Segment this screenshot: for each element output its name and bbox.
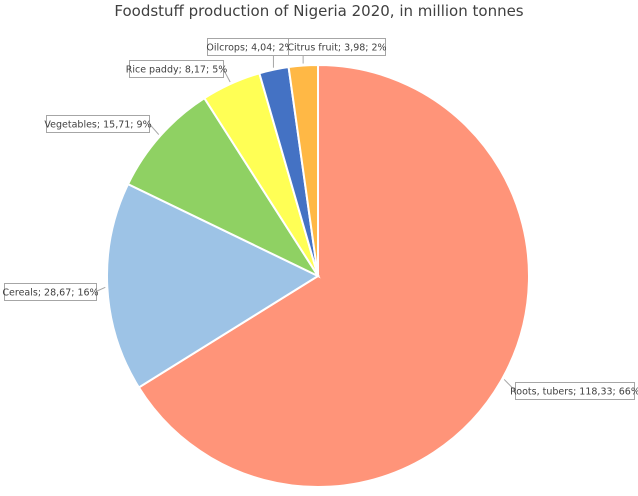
data-label: Oilcrops; 4,04; 2% — [206, 43, 293, 54]
leader-line — [95, 286, 106, 292]
chart-title: Foodstuff production of Nigeria 2020, in… — [114, 2, 523, 20]
data-label: Citrus fruit; 3,98; 2% — [287, 43, 386, 54]
data-label: Rice paddy; 8,17; 5% — [126, 65, 228, 76]
leader-line — [148, 123, 160, 135]
data-label-box — [288, 38, 386, 56]
pie-slice-citrus-fruit — [287, 63, 319, 277]
leader-line — [222, 68, 231, 83]
leader-line — [503, 379, 516, 391]
data-label-box — [515, 382, 635, 400]
data-label: Roots, tubers; 118,33; 66% — [510, 387, 638, 398]
data-label: Cereals; 28,67; 16% — [2, 288, 98, 299]
data-label-box — [46, 115, 150, 133]
data-label-box — [129, 60, 224, 78]
pie-slice-roots-tubers — [137, 63, 530, 488]
pie-slice-vegetables — [126, 96, 321, 279]
data-label: Vegetables; 15,71; 9% — [44, 120, 151, 131]
data-label-box — [4, 283, 97, 301]
pie-slice-cereals — [106, 182, 321, 389]
